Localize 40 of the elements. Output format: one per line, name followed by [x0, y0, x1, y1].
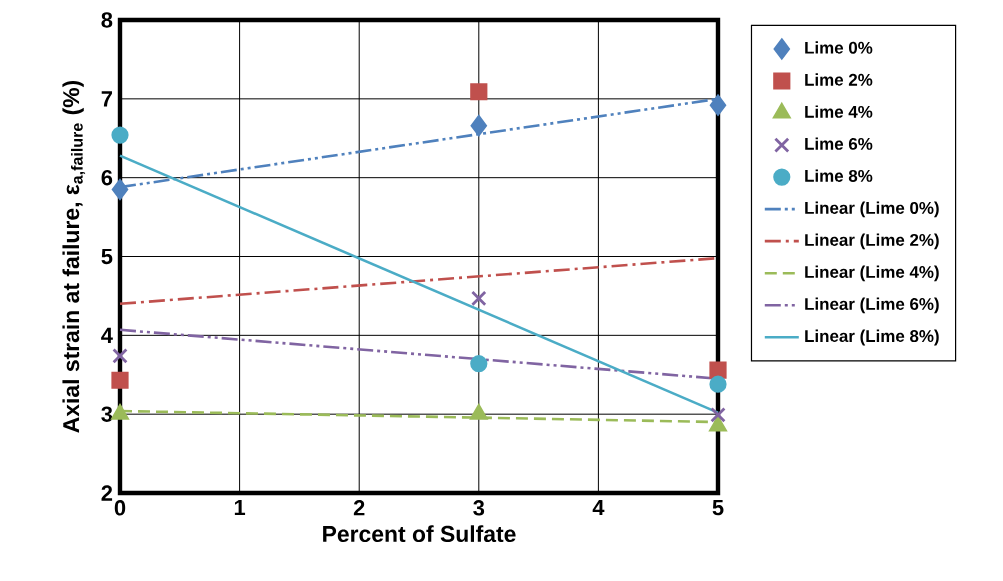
y-tick-label: 8 — [101, 12, 113, 28]
y-tick-label: 2 — [101, 485, 113, 501]
y-tick-label: 4 — [101, 327, 113, 343]
point — [470, 355, 488, 373]
legend-label: Lime 6% — [805, 137, 873, 150]
legend-label: Lime 8% — [805, 169, 873, 182]
y-tick-label: 7 — [101, 91, 112, 107]
x-tick-label: 1 — [234, 500, 246, 516]
point — [111, 371, 129, 389]
point — [709, 416, 727, 432]
y-tick-label: 6 — [101, 169, 113, 186]
point — [111, 404, 129, 420]
point — [111, 179, 129, 200]
x-tick-label: 2 — [353, 500, 365, 516]
y-tick-label: 3 — [101, 406, 113, 422]
point — [709, 361, 727, 379]
x-axis-title: Percent of Sulfate — [323, 525, 516, 543]
point — [112, 348, 128, 364]
point — [470, 83, 488, 101]
point — [470, 404, 488, 420]
point — [709, 375, 727, 393]
x-tick-label: 4 — [592, 500, 605, 516]
point — [470, 115, 487, 137]
legend-label: Linear (Lime 8%) — [805, 329, 939, 346]
legend-label: Lime 0% — [805, 41, 873, 54]
point — [710, 407, 726, 423]
legend-label: Lime 4% — [805, 105, 873, 118]
point — [471, 290, 487, 307]
legend-label: Linear (Lime 2%) — [805, 233, 939, 250]
x-tick-label: 3 — [473, 500, 485, 516]
x-tick-label: 5 — [712, 500, 724, 516]
point — [111, 126, 129, 144]
legend-label: Linear (Lime 6%) — [805, 297, 939, 314]
legend-label: Linear (Lime 4%) — [805, 265, 939, 282]
y-tick-label: 5 — [101, 248, 113, 265]
legend-label: Lime 2% — [805, 73, 873, 86]
legend-label: Linear (Lime 0%) — [805, 201, 939, 218]
y-axis-title: Axial strain at failure, ε$_{a,failure}$ (%) — [62, 80, 86, 433]
x-tick-label: 0 — [114, 500, 126, 516]
point — [709, 94, 727, 116]
